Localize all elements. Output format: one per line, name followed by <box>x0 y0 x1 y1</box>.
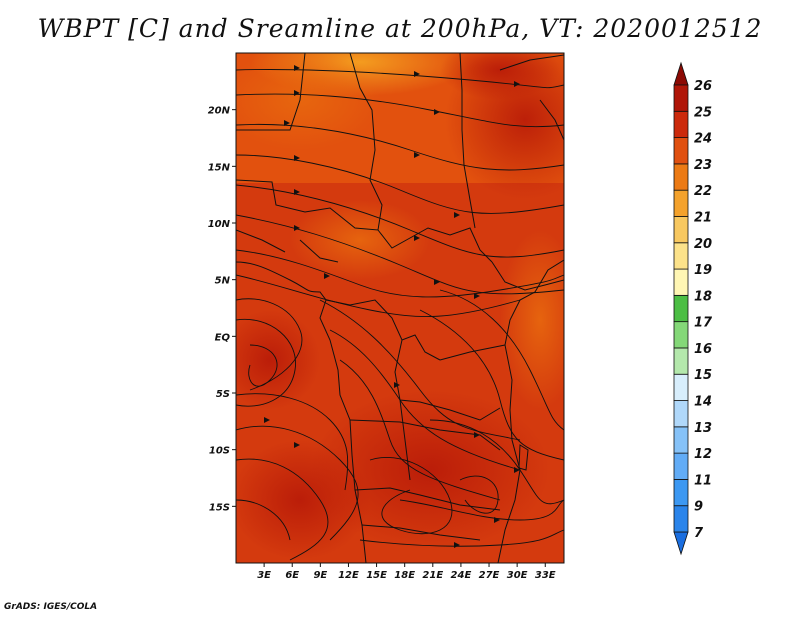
colorbar-swatch <box>673 426 689 454</box>
colorbar-label: 25 <box>694 105 712 120</box>
y-tick-label: 10S <box>209 446 230 457</box>
colorbar-swatch <box>673 242 689 270</box>
colorbar-bottom-triangle <box>673 531 689 556</box>
y-axis: 20N 15N 10N 5N EQ 5S 10S 15S <box>208 106 236 513</box>
colorbar-label: 22 <box>694 184 712 199</box>
colorbar-label: 23 <box>694 158 712 173</box>
colorbar-swatch <box>673 84 689 112</box>
colorbar-label: 11 <box>694 473 712 488</box>
y-tick-label: EQ <box>215 332 231 343</box>
colorbar-label: 19 <box>694 263 712 278</box>
colorbar-label: 15 <box>694 368 712 383</box>
colorbar: 7 9 11 12 13 14 15 16 17 18 19 20 21 22 23 24 25 26 <box>673 61 713 556</box>
y-tick-label: 5S <box>216 389 230 400</box>
colorbar-swatch <box>673 216 689 244</box>
x-tick-label: 24E <box>451 570 472 581</box>
colorbar-swatch <box>673 268 689 296</box>
colorbar-swatch <box>673 400 689 428</box>
colorbar-label: 16 <box>694 342 712 357</box>
colorbar-label: 21 <box>694 210 712 225</box>
x-tick-label: 33E <box>535 570 556 581</box>
colorbar-swatch <box>673 294 689 323</box>
x-axis: 3E 6E 9E 12E 15E 18E 21E 24E 27E 30E 33E <box>257 563 556 581</box>
y-tick-label: 15N <box>208 162 231 173</box>
x-tick-label: 30E <box>507 570 528 581</box>
colorbar-swatch <box>673 347 689 375</box>
streamline-arrows <box>264 65 520 548</box>
colorbar-swatch <box>673 373 689 401</box>
y-tick-label: 20N <box>208 106 231 117</box>
colorbar-swatch <box>673 452 689 480</box>
map-frame <box>235 52 565 564</box>
x-tick-label: 12E <box>338 570 359 581</box>
x-tick-label: 9E <box>313 570 327 581</box>
x-tick-label: 3E <box>257 570 271 581</box>
x-tick-label: 6E <box>285 570 299 581</box>
colorbar-label: 14 <box>694 395 712 410</box>
colorbar-swatch <box>673 137 689 165</box>
colorbar-swatch <box>673 189 689 217</box>
colorbar-label: 9 <box>694 500 703 515</box>
x-tick-label: 21E <box>422 570 443 581</box>
colorbar-swatch <box>673 321 689 349</box>
grads-credit: GrADS: IGES/COLA <box>4 602 98 612</box>
colorbar-label: 17 <box>694 316 713 331</box>
x-tick-label: 15E <box>366 570 387 581</box>
colorbar-label: 13 <box>694 421 712 436</box>
colorbar-top-triangle <box>673 61 689 86</box>
colorbar-swatch <box>673 110 689 138</box>
colorbar-swatch <box>673 163 689 191</box>
colorbar-label: 12 <box>694 447 712 462</box>
y-tick-label: 15S <box>209 502 230 513</box>
colorbar-swatch <box>673 479 689 507</box>
colorbar-label: 7 <box>694 526 704 541</box>
coastlines-borders <box>236 53 564 563</box>
colorbar-label: 20 <box>694 237 712 252</box>
colorbar-swatch <box>673 505 689 533</box>
colorbar-label: 18 <box>694 289 712 304</box>
streamlines <box>236 69 564 561</box>
y-tick-label: 5N <box>215 276 231 287</box>
colorbar-label: 24 <box>694 132 712 147</box>
temperature-field <box>236 53 564 563</box>
colorbar-label: 26 <box>694 79 712 94</box>
y-tick-label: 10N <box>208 219 231 230</box>
x-tick-label: 18E <box>394 570 415 581</box>
chart-title: WBPT [C] and Sreamline at 200hPa, VT: 20… <box>37 14 763 43</box>
x-tick-label: 27E <box>479 570 500 581</box>
